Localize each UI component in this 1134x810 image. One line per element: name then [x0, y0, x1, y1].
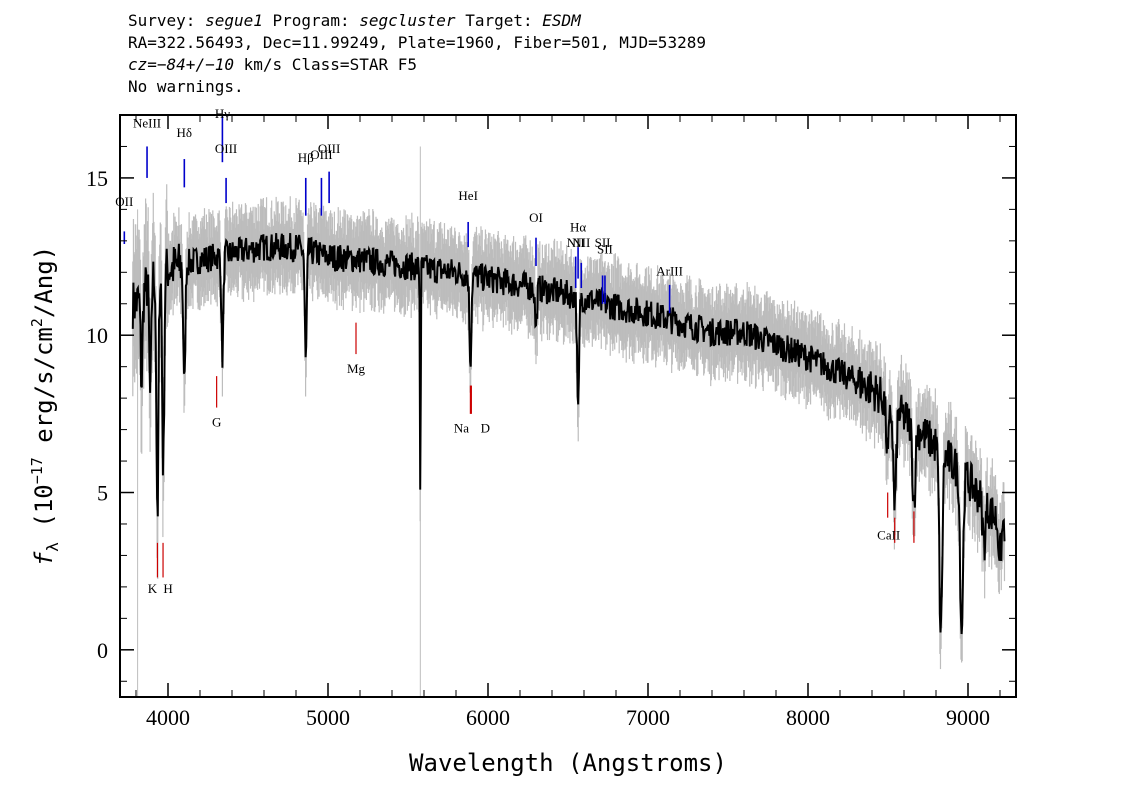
emission-line-label: Hδ	[177, 125, 193, 140]
absorption-line-label: D	[481, 421, 490, 436]
x-tick-label: 5000	[306, 705, 350, 730]
emission-line-label: OIII	[310, 147, 332, 162]
emission-line-label: Hγ	[215, 106, 230, 121]
plot-frame	[119, 114, 1017, 698]
absorption-line-label: Mg	[347, 361, 366, 376]
y-tick-label: 5	[97, 481, 108, 506]
emission-line-label: SII	[597, 241, 613, 256]
error-band-series	[132, 146, 1006, 697]
y-tick-label: 15	[86, 166, 108, 191]
flux-series	[131, 233, 1006, 635]
x-tick-label: 9000	[946, 705, 990, 730]
absorption-line-label: H	[163, 581, 172, 596]
axis-ticks: 4000 5000 6000 7000 8000 9000 0 5 10 15	[86, 115, 1016, 730]
x-tick-label: 6000	[466, 705, 510, 730]
cz-value: −84+/−10	[156, 55, 234, 74]
y-tick-label: 0	[97, 638, 108, 663]
header-line-coords: RA=322.56493, Dec=11.99249, Plate=1960, …	[128, 33, 706, 52]
cz-key: cz=	[128, 55, 157, 74]
header-line-warnings: No warnings.	[128, 77, 244, 96]
emission-line-label: OI	[529, 210, 543, 225]
emission-line-label: NII	[572, 235, 590, 250]
emission-line-label: Hβ	[298, 150, 314, 165]
program-name: segcluster	[359, 11, 456, 30]
absorption-line-label: Na	[454, 421, 469, 436]
target-name: ESDM	[542, 11, 581, 30]
absorption-line-label: CaII	[877, 528, 900, 543]
y-tick-label: 10	[86, 323, 108, 348]
emission-line-label: HeI	[458, 188, 478, 203]
header-line-survey: Survey: segue1 Program: segcluster Targe…	[128, 10, 706, 32]
x-axis-title: Wavelength (Angstroms)	[409, 749, 727, 777]
x-tick-label: 4000	[146, 705, 190, 730]
absorption-line-label: G	[212, 414, 221, 429]
emission-line-label: ArIII	[656, 263, 683, 278]
survey-name: segue1	[205, 11, 263, 30]
spectrum-header: Survey: segue1 Program: segcluster Targe…	[128, 10, 706, 98]
x-tick-label: 8000	[786, 705, 830, 730]
header-line-redshift: cz=−84+/−10 km/s Class=STAR F5	[128, 54, 706, 76]
absorption-line-label: K	[148, 581, 158, 596]
x-tick-label: 7000	[626, 705, 670, 730]
flux-line	[131, 233, 1006, 635]
class-text: km/s Class=STAR F5	[233, 55, 417, 74]
emission-line-label: Hα	[570, 219, 586, 234]
program-key: Program:	[272, 11, 350, 30]
emission-line-label: NeIII	[133, 116, 161, 131]
y-axis-title: fλ (10−17 erg/s/cm2/Ang)	[28, 246, 62, 566]
emission-line-label: NII	[567, 235, 585, 250]
survey-key: Survey:	[128, 11, 196, 30]
emission-line-label: OIII	[215, 141, 237, 156]
emission-line-label: SII	[595, 235, 611, 250]
emission-line-label: OIII	[318, 141, 340, 156]
target-key: Target:	[465, 11, 533, 30]
emission-line-label: OII	[115, 194, 133, 209]
